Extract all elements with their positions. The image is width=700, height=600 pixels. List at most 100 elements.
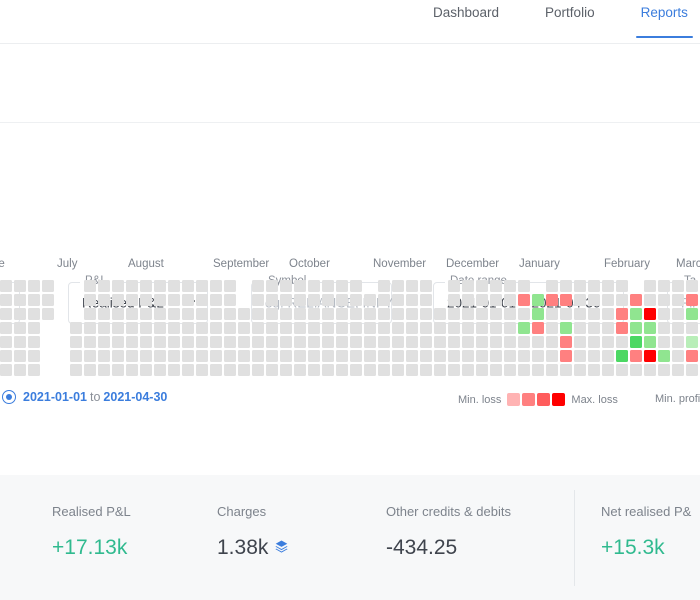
heatmap-cell[interactable] [504, 294, 516, 306]
heatmap-cell[interactable] [168, 350, 180, 362]
heatmap-cell[interactable] [140, 364, 152, 376]
heatmap-cell[interactable] [182, 336, 194, 348]
heatmap-cell[interactable] [532, 294, 544, 306]
heatmap-cell[interactable] [294, 350, 306, 362]
heatmap-cell[interactable] [574, 280, 586, 292]
heatmap-cell[interactable] [112, 350, 124, 362]
heatmap-cell[interactable] [686, 280, 698, 292]
heatmap-cell[interactable] [420, 350, 432, 362]
heatmap-cell[interactable] [602, 294, 614, 306]
heatmap-cell[interactable] [546, 350, 558, 362]
heatmap-cell[interactable] [588, 364, 600, 376]
heatmap-cell[interactable] [98, 308, 110, 320]
heatmap-cell[interactable] [42, 280, 54, 292]
heatmap-cell[interactable] [98, 364, 110, 376]
heatmap-cell[interactable] [350, 280, 362, 292]
heatmap-cell[interactable] [112, 364, 124, 376]
heatmap-cell[interactable] [672, 280, 684, 292]
heatmap-cell[interactable] [504, 308, 516, 320]
heatmap-cell[interactable] [112, 336, 124, 348]
heatmap-cell[interactable] [644, 294, 656, 306]
heatmap-cell[interactable] [322, 336, 334, 348]
heatmap-cell[interactable] [462, 364, 474, 376]
heatmap-cell[interactable] [518, 308, 530, 320]
heatmap-cell[interactable] [588, 336, 600, 348]
heatmap-cell[interactable] [602, 322, 614, 334]
heatmap-cell[interactable] [616, 350, 628, 362]
heatmap-cell[interactable] [238, 336, 250, 348]
heatmap-cell[interactable] [490, 294, 502, 306]
heatmap-cell[interactable] [378, 350, 390, 362]
heatmap-cell[interactable] [280, 336, 292, 348]
heatmap-cell[interactable] [616, 294, 628, 306]
heatmap-cell[interactable] [252, 336, 264, 348]
heatmap-cell[interactable] [434, 336, 446, 348]
heatmap-cell[interactable] [686, 294, 698, 306]
heatmap-cell[interactable] [490, 350, 502, 362]
heatmap-cell[interactable] [644, 350, 656, 362]
heatmap-cell[interactable] [532, 308, 544, 320]
heatmap-cell[interactable] [588, 294, 600, 306]
heatmap-cell[interactable] [448, 336, 460, 348]
heatmap-cell[interactable] [140, 350, 152, 362]
heatmap-cell[interactable] [406, 294, 418, 306]
heatmap-cell[interactable] [504, 350, 516, 362]
heatmap-cell[interactable] [378, 364, 390, 376]
heatmap-cell[interactable] [574, 336, 586, 348]
heatmap-cell[interactable] [672, 308, 684, 320]
heatmap-cell[interactable] [588, 280, 600, 292]
heatmap-cell[interactable] [448, 322, 460, 334]
heatmap-cell[interactable] [280, 364, 292, 376]
heatmap-cell[interactable] [14, 350, 26, 362]
heatmap-cell[interactable] [238, 322, 250, 334]
heatmap-cell[interactable] [574, 322, 586, 334]
heatmap-cell[interactable] [238, 308, 250, 320]
heatmap-cell[interactable] [294, 280, 306, 292]
heatmap-cell[interactable] [518, 294, 530, 306]
nav-item-reports[interactable]: Reports [618, 0, 700, 43]
heatmap-cell[interactable] [588, 322, 600, 334]
heatmap-cell[interactable] [168, 294, 180, 306]
heatmap-cell[interactable] [350, 322, 362, 334]
heatmap-cell[interactable] [140, 308, 152, 320]
heatmap-cell[interactable] [434, 364, 446, 376]
heatmap-cell[interactable] [560, 280, 572, 292]
heatmap-cell[interactable] [476, 364, 488, 376]
heatmap-cell[interactable] [448, 294, 460, 306]
heatmap-cell[interactable] [686, 322, 698, 334]
heatmap-cell[interactable] [84, 322, 96, 334]
heatmap-cell[interactable] [98, 336, 110, 348]
heatmap-cell[interactable] [518, 336, 530, 348]
heatmap-cell[interactable] [644, 364, 656, 376]
heatmap-cell[interactable] [294, 294, 306, 306]
heatmap-cell[interactable] [196, 294, 208, 306]
heatmap-cell[interactable] [462, 322, 474, 334]
heatmap-cell[interactable] [406, 280, 418, 292]
heatmap-cell[interactable] [0, 336, 12, 348]
heatmap-cell[interactable] [476, 336, 488, 348]
heatmap-cell[interactable] [196, 364, 208, 376]
heatmap-cell[interactable] [532, 322, 544, 334]
heatmap-cell[interactable] [112, 322, 124, 334]
heatmap-cell[interactable] [280, 322, 292, 334]
heatmap-cell[interactable] [210, 350, 222, 362]
heatmap-cell[interactable] [336, 350, 348, 362]
heatmap-cell[interactable] [196, 322, 208, 334]
heatmap-cell[interactable] [308, 294, 320, 306]
heatmap-cell[interactable] [392, 280, 404, 292]
heatmap-cell[interactable] [294, 322, 306, 334]
heatmap-cell[interactable] [588, 308, 600, 320]
heatmap-cell[interactable] [350, 364, 362, 376]
heatmap-cell[interactable] [602, 350, 614, 362]
heatmap-cell[interactable] [532, 336, 544, 348]
heatmap-cell[interactable] [490, 280, 502, 292]
heatmap-cell[interactable] [560, 364, 572, 376]
heatmap-cell[interactable] [630, 322, 642, 334]
heatmap-cell[interactable] [350, 350, 362, 362]
heatmap-cell[interactable] [490, 336, 502, 348]
heatmap-cell[interactable] [252, 308, 264, 320]
heatmap-cell[interactable] [560, 336, 572, 348]
heatmap-cell[interactable] [588, 350, 600, 362]
heatmap-cell[interactable] [224, 336, 236, 348]
heatmap-cell[interactable] [504, 336, 516, 348]
